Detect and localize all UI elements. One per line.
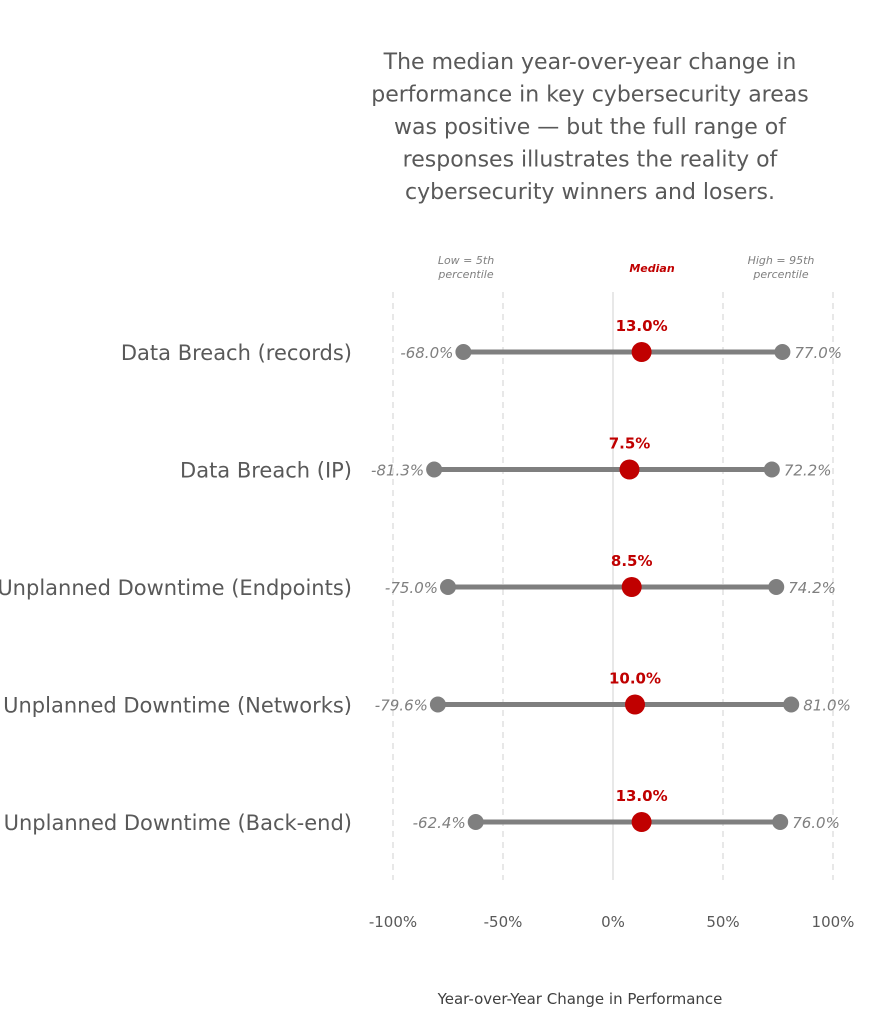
low-value-label: -81.3%	[371, 462, 424, 480]
median-value-label: 7.5%	[609, 435, 651, 453]
x-tick-label: 100%	[812, 913, 855, 931]
header-low-label: percentile	[437, 268, 493, 281]
data-row: Unplanned Downtime (Back-end) -62.4% 76.0%…	[4, 787, 840, 835]
low-point	[455, 344, 472, 360]
high-point	[763, 461, 780, 478]
title-line: cybersecurity winners and losers.	[405, 180, 775, 205]
data-row: Unplanned Downtime (Networks) -79.6% 81.0%…	[3, 670, 851, 718]
high-value-label: 74.2%	[788, 579, 836, 597]
high-point	[768, 579, 785, 595]
title-line: responses illustrates the reality of	[403, 148, 779, 173]
x-axis-title: Year-over-Year Change in Performance	[437, 990, 723, 1008]
high-point	[772, 814, 789, 830]
median-point	[631, 342, 652, 362]
median-value-label: 13.0%	[616, 787, 668, 805]
title-line: The median year-over-year change in	[383, 50, 797, 75]
median-point	[625, 694, 645, 715]
low-point	[426, 461, 443, 478]
data-rows: Data Breach (records) -68.0% 77.0%13.0%Dat…	[0, 317, 851, 835]
high-value-label: 81.0%	[803, 697, 851, 715]
high-value-label: 72.2%	[784, 462, 832, 480]
category-label: Data Breach (IP)	[180, 459, 352, 483]
high-value-label: 77.0%	[794, 344, 842, 362]
high-point	[774, 344, 791, 360]
data-row: Data Breach (records) -68.0% 77.0% 13.0%	[121, 317, 842, 365]
title-line: performance in key cybersecurity areas	[371, 83, 808, 108]
category-label: Data Breach (records)	[121, 341, 352, 365]
header-high-label: percentile	[752, 268, 808, 281]
x-tick-label: 0%	[601, 913, 625, 931]
header-median-label: Median	[629, 262, 674, 275]
low-value-label: -79.6%	[375, 697, 428, 715]
low-value-label: -68.0%	[400, 344, 453, 362]
high-value-label: 76.0%	[792, 814, 840, 832]
low-value-label: -75.0%	[385, 579, 438, 597]
x-tick-label: -100%	[369, 913, 417, 931]
header-low-label: Low = 5th	[438, 254, 494, 267]
category-label: Unplanned Downtime (Back-end)	[4, 811, 352, 835]
low-point	[440, 579, 456, 595]
x-tick-label: -50%	[484, 913, 523, 931]
high-point	[783, 696, 800, 713]
header-high-label: High = 95th	[748, 254, 815, 267]
category-label: Unplanned Downtime (Endpoints)	[0, 576, 352, 600]
median-value-label: 13.0%	[616, 317, 668, 335]
median-value-label: 8.5%	[611, 552, 653, 570]
x-axis: -100% -50% 0% 50% 100% Year-over-Year Change …	[369, 913, 855, 1008]
median-point	[619, 459, 640, 480]
median-point	[631, 812, 652, 832]
data-row: Unplanned Downtime (Endpoints) -75.0% 74.2…	[0, 552, 836, 600]
median-value-label: 10.0%	[609, 670, 661, 688]
title-line: was positive — but the full range of	[394, 115, 787, 140]
low-point	[429, 696, 446, 713]
x-tick-label: 50%	[706, 913, 739, 931]
category-label: Unplanned Downtime (Networks)	[3, 694, 352, 718]
low-value-label: -62.4%	[413, 814, 466, 832]
chart-title: The median year-over-year change in perfo…	[371, 50, 808, 205]
median-point	[621, 577, 642, 597]
data-row: Data Breach (IP) -81.3% 72.2% 7.5%	[180, 435, 831, 483]
low-point	[467, 814, 484, 830]
